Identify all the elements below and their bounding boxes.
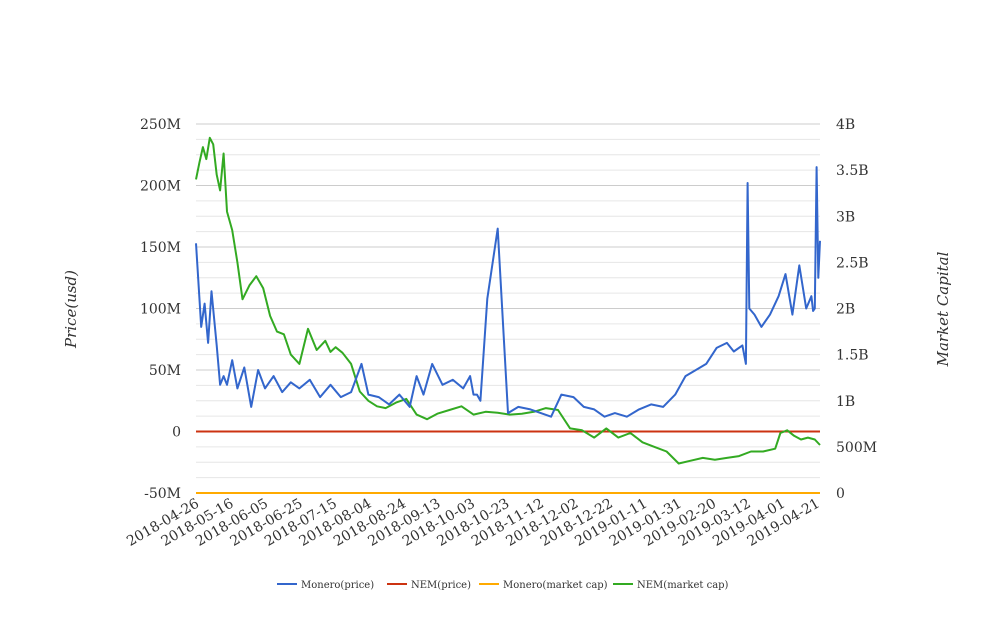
y-right-tick-label: 500M bbox=[836, 440, 877, 456]
y-axis-right-title: Market Capital bbox=[934, 251, 952, 367]
y-left-tick-label: 200M bbox=[140, 179, 181, 195]
y-left-tick-label: 0 bbox=[172, 425, 181, 441]
y-right-tick-label: 3B bbox=[836, 209, 855, 225]
y-left-tick-label: 100M bbox=[140, 302, 181, 318]
y-right-tick-label: 0 bbox=[836, 486, 845, 502]
legend-item: NEM(market cap) bbox=[613, 580, 729, 591]
series-line-nem-market-cap bbox=[195, 136, 821, 465]
y-right-tick-label: 2.5B bbox=[836, 255, 869, 271]
y-right-tick-label: 3.5B bbox=[836, 163, 869, 179]
legend-item: Monero(market cap) bbox=[479, 580, 608, 591]
legend-label: NEM(market cap) bbox=[637, 580, 729, 591]
series-lines bbox=[195, 136, 821, 494]
y-left-tick-label: -50M bbox=[144, 486, 181, 502]
y-right-tick-label: 2B bbox=[836, 302, 855, 318]
legend: Monero(price) NEM(price) Monero(market cap… bbox=[277, 580, 729, 591]
y-left-tick-label: 250M bbox=[140, 117, 181, 133]
grid-lines bbox=[196, 123, 820, 494]
legend-item: Monero(price) bbox=[277, 580, 374, 591]
legend-label: Monero(market cap) bbox=[503, 580, 608, 591]
y-left-tick-label: 150M bbox=[140, 240, 181, 256]
series-line-monero-price bbox=[195, 166, 821, 418]
y-left-tick-label: 50M bbox=[149, 363, 181, 379]
legend-label: Monero(price) bbox=[301, 580, 374, 591]
y-right-tick-label: 4B bbox=[836, 117, 855, 133]
legend-label: NEM(price) bbox=[411, 580, 471, 591]
y-right-tick-label: 1B bbox=[836, 394, 855, 410]
legend-item: NEM(price) bbox=[387, 580, 471, 591]
axis-ticks: -50M 0 50M 100M 150M 200M 250M 0 500M 1B 1.5B 2B 2.5… bbox=[124, 117, 877, 550]
y-right-tick-label: 1.5B bbox=[836, 348, 869, 364]
y-axis-left-title: Price(usd) bbox=[62, 270, 80, 349]
